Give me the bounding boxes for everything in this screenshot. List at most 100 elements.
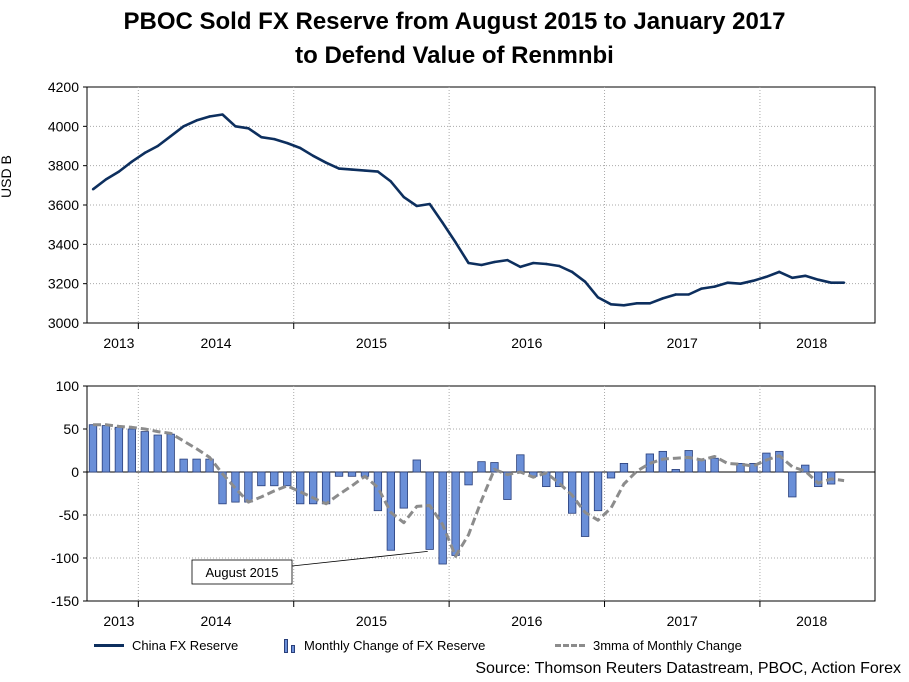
bar-monthly-change-0 [88, 424, 98, 473]
reserve-point-46 [687, 293, 690, 296]
reserve-point-48 [713, 285, 716, 288]
reserve-point-4 [143, 151, 146, 155]
bar-monthly-change-8 [192, 458, 201, 473]
annotation-box [191, 559, 293, 585]
reserve-point-25 [415, 204, 418, 208]
reserve-point-45 [674, 293, 677, 296]
reserve-point-0 [91, 188, 95, 191]
reserve-point-53 [778, 270, 781, 274]
bar-monthly-change-51 [749, 462, 758, 473]
chart-title-line-2: to Defend Value of Renmnbi [295, 42, 614, 69]
top-y-tick-label-5: 4000 [48, 118, 79, 134]
reserve-point-14 [273, 137, 276, 141]
bar-monthly-change-40 [606, 471, 616, 479]
bar-monthly-change-9 [205, 458, 214, 473]
top-y-tick-label-0: 3000 [48, 315, 79, 331]
reserve-point-1 [104, 178, 108, 181]
bottom-y-tick-label-3: 0 [71, 464, 79, 480]
chart-title-line-1: PBOC Sold FX Reserve from August 2015 to… [123, 8, 786, 35]
bar-monthly-change-45 [671, 469, 680, 473]
bar-monthly-change-23 [386, 471, 396, 551]
bottom-x-tick-label-2016: 2016 [511, 613, 542, 629]
reserve-point-54 [791, 276, 794, 279]
reserve-point-6 [169, 134, 172, 138]
bar-monthly-change-19 [334, 471, 344, 477]
reserve-point-20 [350, 168, 354, 171]
reserve-point-5 [156, 144, 159, 148]
bar-monthly-change-10 [218, 471, 227, 505]
reserve-point-3 [130, 160, 134, 163]
reserve-point-15 [286, 141, 289, 145]
bottom-y-tick-label-1: -100 [51, 550, 79, 566]
legend-label-3mma: 3mma of Monthly Change [593, 638, 742, 653]
reserve-point-9 [208, 115, 211, 118]
legend-swatch-monthly-change [284, 638, 296, 653]
legend-swatch-reserve [94, 644, 124, 647]
reserve-point-32 [506, 258, 509, 262]
reserve-point-2 [117, 170, 121, 173]
reserve-point-17 [311, 154, 315, 158]
top-y-tick-label-4: 3800 [48, 158, 79, 174]
top-y-axis-label: USD B [0, 155, 14, 198]
reserve-point-52 [765, 275, 768, 278]
bar-monthly-change-54 [788, 471, 797, 498]
legend-item-3mma: 3mma of Monthly Change [555, 638, 742, 653]
reserve-point-55 [804, 274, 807, 277]
reserve-point-51 [752, 279, 755, 282]
reserve-point-47 [700, 287, 703, 290]
reserve-point-56 [817, 278, 820, 281]
bar-monthly-change-39 [593, 471, 603, 512]
top-y-tick-label-1: 3200 [48, 276, 79, 292]
bottom-y-tick-label-0: -150 [51, 593, 79, 609]
bar-monthly-change-18 [321, 471, 331, 505]
reserve-point-19 [337, 167, 341, 170]
top-x-tick-label-2013: 2013 [103, 335, 134, 351]
bar-monthly-change-27 [438, 471, 447, 565]
bar-monthly-change-50 [736, 462, 745, 473]
reserve-point-58 [842, 281, 846, 284]
reserve-point-16 [299, 146, 302, 150]
bar-monthly-change-28 [451, 471, 460, 556]
top-x-tick-label-2014: 2014 [200, 335, 231, 351]
bar-monthly-change-33 [516, 454, 525, 473]
reserve-point-11 [234, 125, 237, 128]
reserve-point-27 [441, 221, 444, 224]
reserve-point-38 [583, 280, 587, 283]
top-y-tick-label-6: 4200 [48, 79, 79, 95]
bottom-x-tick-label-2017: 2017 [667, 613, 698, 629]
source-note: Source: Thomson Reuters Datastream, PBOC… [475, 660, 901, 677]
reserve-point-31 [493, 260, 496, 264]
bottom-y-tick-label-4: 50 [63, 421, 79, 437]
bar-monthly-change-16 [296, 471, 305, 505]
reserve-point-50 [739, 282, 742, 285]
annotation-label: August 2015 [205, 565, 278, 580]
bar-monthly-change-52 [762, 452, 771, 473]
reserve-point-44 [661, 297, 664, 300]
top-x-tick-label-2016: 2016 [511, 335, 542, 351]
bottom-plot-frame [86, 385, 876, 602]
series-line-3mma [93, 423, 845, 558]
bottom-y-tick-label-5: 100 [56, 378, 80, 394]
bottom-y-tick-label-2: -50 [59, 507, 79, 523]
bar-monthly-change-6 [166, 433, 175, 473]
legend-item-monthly-change: Monthly Change of FX Reserve [284, 638, 485, 653]
bar-monthly-change-4 [140, 431, 149, 473]
reserve-point-30 [480, 263, 483, 267]
bar-monthly-change-14 [270, 471, 279, 487]
bar-monthly-change-48 [710, 457, 719, 473]
reserve-point-57 [829, 281, 833, 284]
legend-label-reserve: China FX Reserve [132, 638, 239, 653]
series-line-china-fx-reserve [92, 113, 845, 307]
bar-monthly-change-22 [373, 471, 383, 512]
top-y-tick-label-2: 3400 [48, 236, 79, 252]
bar-monthly-change-20 [347, 471, 357, 477]
bar-monthly-change-53 [775, 450, 784, 473]
reserve-point-34 [532, 261, 535, 265]
bottom-x-tick-label-2013: 2013 [103, 613, 134, 629]
reserve-point-26 [428, 202, 431, 206]
bar-monthly-change-15 [283, 471, 292, 487]
reserve-point-22 [376, 170, 380, 173]
reserve-point-12 [247, 127, 250, 130]
bar-monthly-change-24 [399, 471, 408, 509]
